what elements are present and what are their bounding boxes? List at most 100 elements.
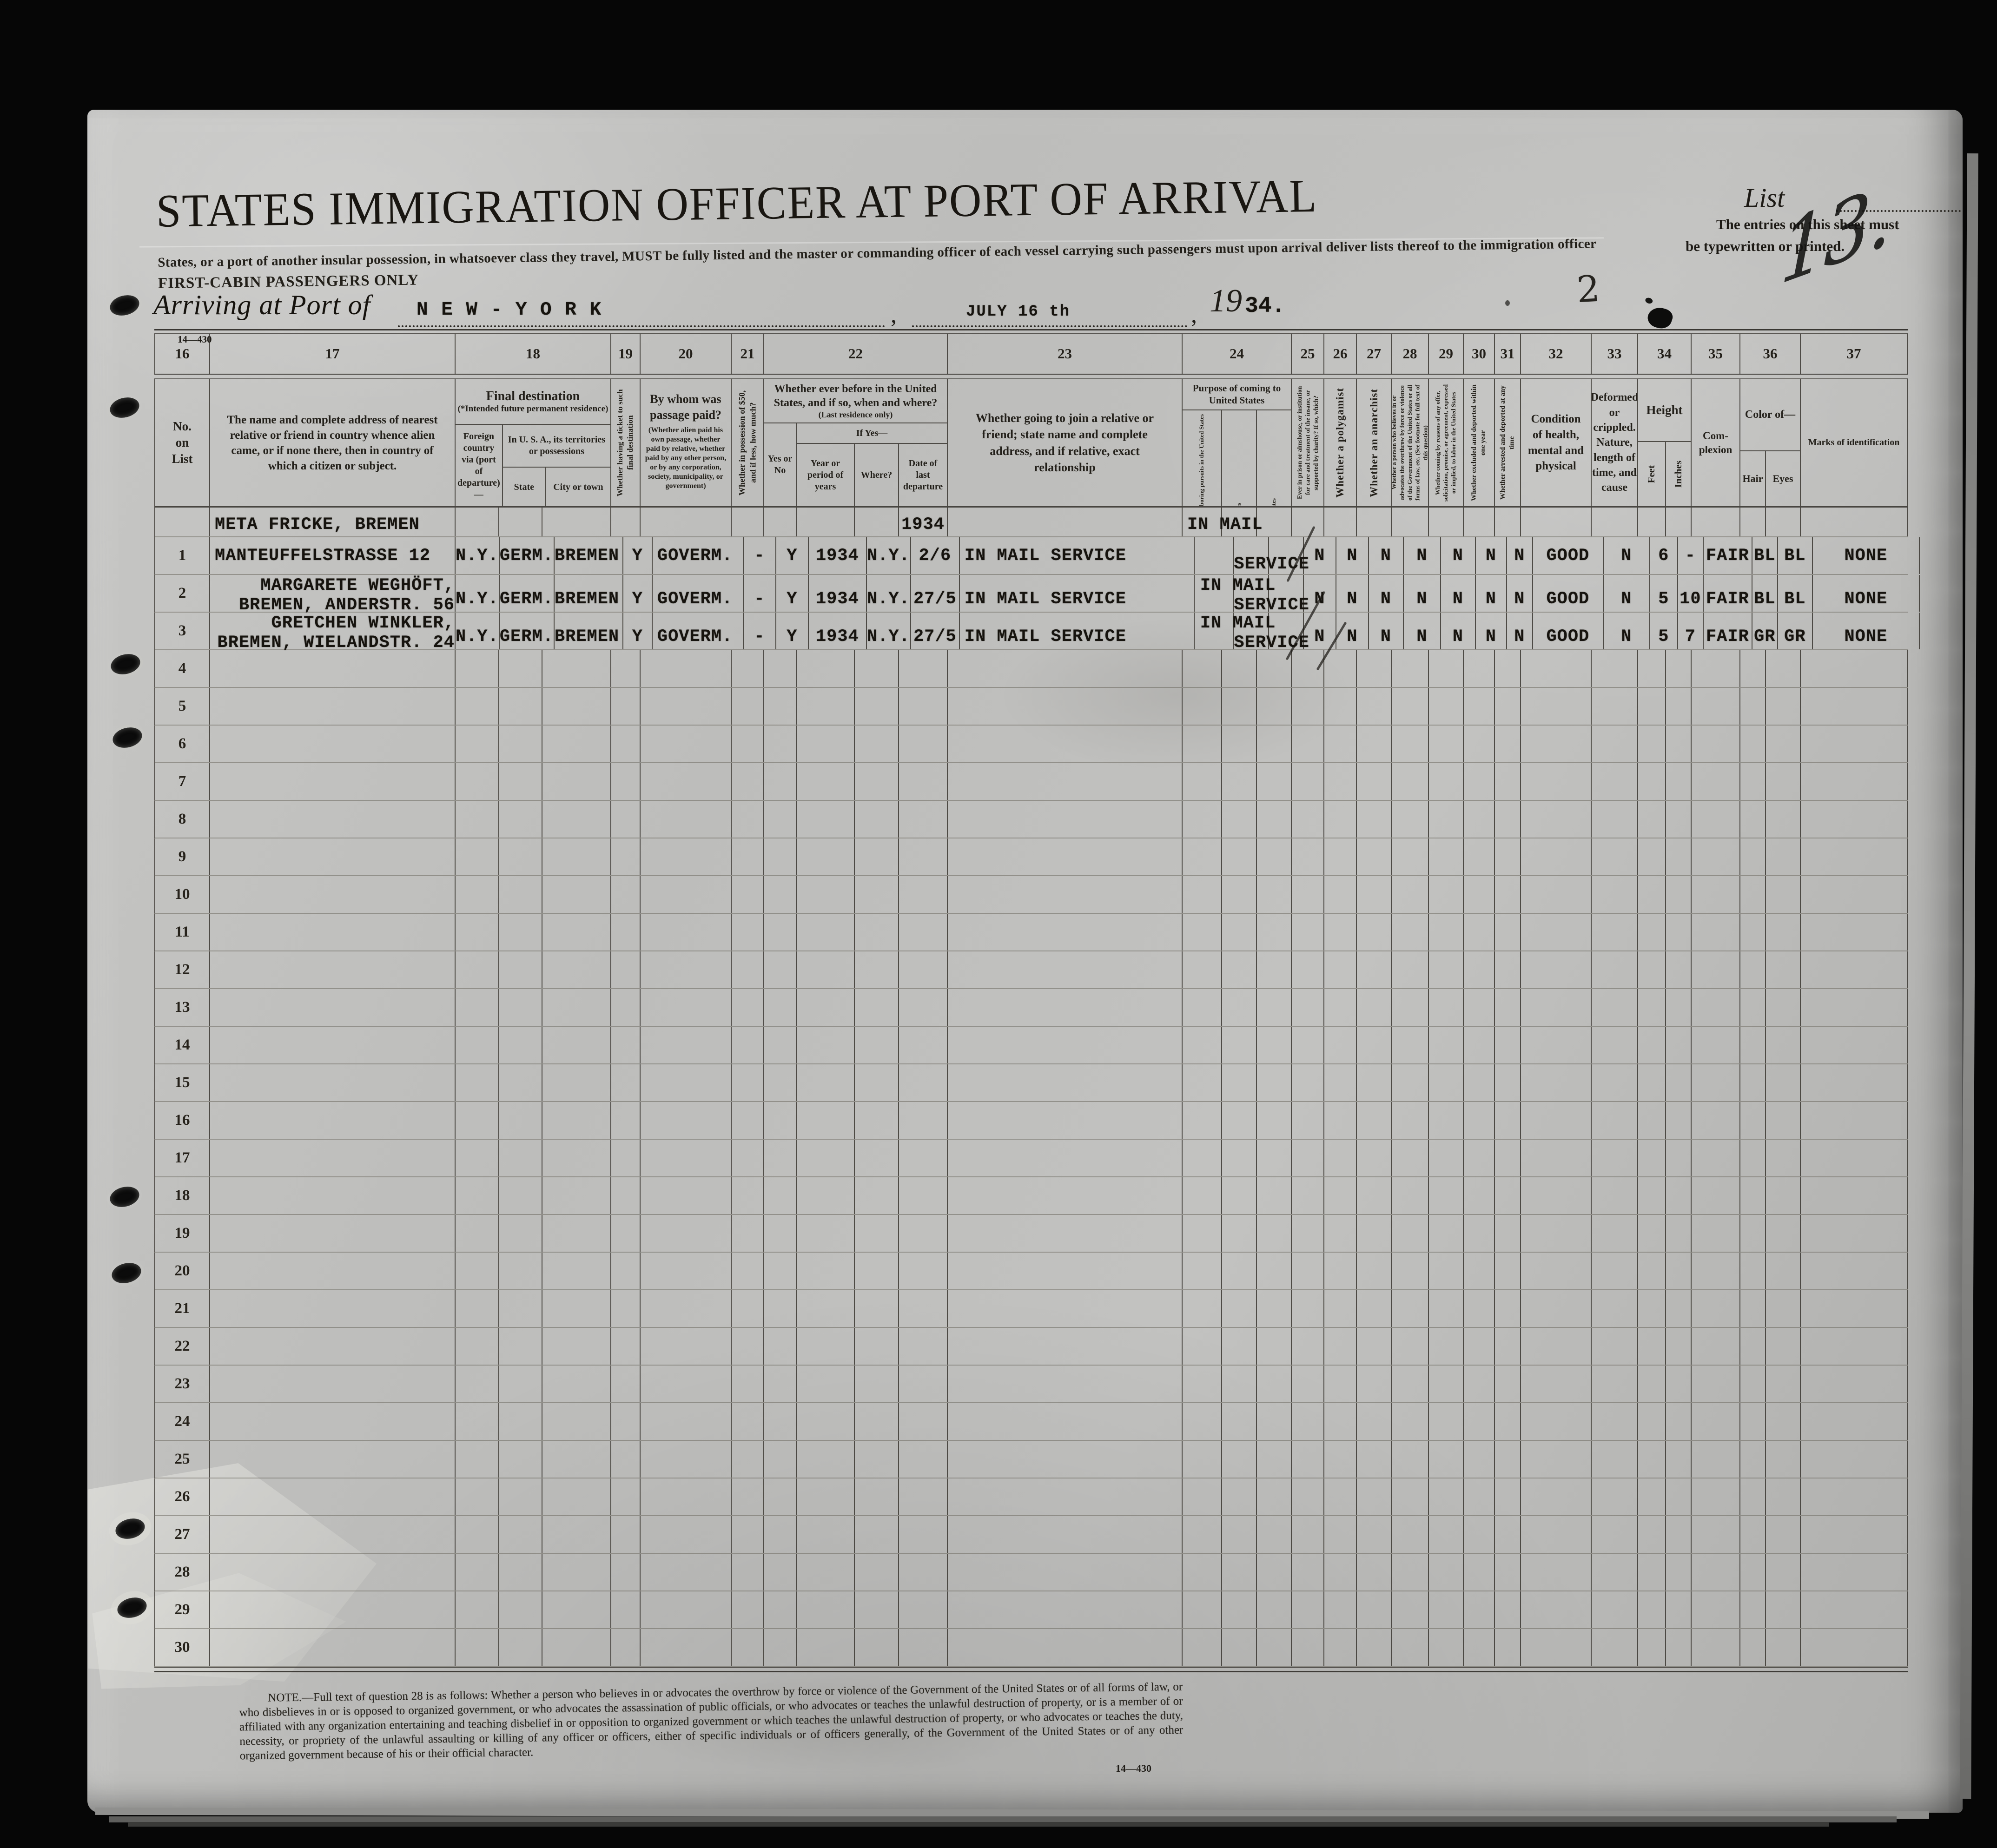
empty-cell (1495, 1516, 1521, 1553)
column-number-29: 29 (1429, 334, 1464, 374)
empty-cell (1740, 1102, 1766, 1139)
empty-cell (764, 1328, 797, 1365)
empty-cell (1666, 1177, 1692, 1214)
empty-cell (1464, 1403, 1495, 1440)
empty-cell (1464, 1478, 1495, 1515)
cell-excluded: N (1476, 575, 1507, 612)
empty-cell (210, 1441, 456, 1478)
empty-cell (1666, 1140, 1692, 1176)
cell-fifty: - (744, 613, 776, 649)
empty-cell (499, 688, 542, 725)
empty-cell (1183, 1516, 1222, 1553)
empty-cell (948, 1290, 1183, 1327)
row-number: 16 (155, 1102, 210, 1139)
empty-cell (1495, 1366, 1521, 1402)
empty-cell (1392, 1140, 1429, 1176)
empty-cell (210, 1591, 456, 1628)
empty-cell (948, 1403, 1183, 1440)
empty-cell (1638, 1441, 1666, 1478)
empty-cell (641, 763, 732, 800)
empty-cell (1183, 1290, 1222, 1327)
empty-cell (1464, 1102, 1495, 1139)
empty-cell (1740, 1177, 1766, 1214)
empty-cell (611, 838, 641, 875)
empty-cell (1740, 688, 1766, 725)
empty-cell (1222, 1591, 1257, 1628)
empty-cell (542, 508, 611, 536)
empty-cell (1740, 1215, 1766, 1252)
empty-cell (1740, 989, 1766, 1026)
empty-cell (1464, 1177, 1495, 1214)
empty-cell (1429, 508, 1464, 536)
empty-cell (732, 951, 764, 988)
cell-arrested: N (1507, 575, 1533, 612)
empty-cell (1183, 650, 1222, 687)
empty-cell (456, 1027, 499, 1063)
empty-cell (1183, 1027, 1222, 1063)
empty-cell (1666, 951, 1692, 988)
empty-cell (948, 801, 1183, 838)
cell-complexion: FAIR (1704, 575, 1752, 612)
column-number-34: 34 (1638, 334, 1692, 374)
empty-cell (1392, 1290, 1429, 1327)
empty-cell (1392, 1591, 1429, 1628)
cell-prison: N (1304, 613, 1336, 649)
empty-cell (797, 1177, 855, 1214)
empty-cell (641, 1516, 732, 1553)
footer-note: NOTE.—Full text of question 28 is as fol… (239, 1680, 1184, 1762)
cell-where: N.Y. (867, 613, 911, 649)
empty-cell (1592, 951, 1638, 988)
empty-cell (1222, 1554, 1257, 1591)
empty-cell (1357, 1403, 1392, 1440)
empty-cell (1766, 1253, 1801, 1289)
empty-cell (1495, 650, 1521, 687)
empty-cell (1392, 1478, 1429, 1515)
empty-cell (1495, 1064, 1521, 1101)
empty-cell (1692, 1516, 1740, 1553)
empty-cell (1222, 650, 1257, 687)
cell-ever-before: Y (776, 613, 809, 649)
empty-cell (1257, 1027, 1292, 1063)
empty-cell (855, 801, 899, 838)
empty-cell (210, 1064, 456, 1101)
empty-cell (948, 688, 1183, 725)
empty-cell (1692, 1253, 1740, 1289)
empty-cell (210, 1328, 456, 1365)
empty-cell (899, 1403, 948, 1440)
empty-cell (1392, 914, 1429, 950)
table-row: 3 GRETCHEN WINKLER, BREMEN, WIELANDSTR. 2… (154, 613, 1920, 653)
empty-cell (1464, 876, 1495, 913)
empty-cell (797, 1441, 855, 1478)
empty-cell (1257, 801, 1292, 838)
empty-cell (764, 951, 797, 988)
row-number: 14 (155, 1027, 210, 1063)
column-number-19: 19 (611, 334, 641, 374)
empty-cell (1666, 1027, 1692, 1063)
empty-cell (641, 1064, 732, 1101)
empty-cell (1257, 1554, 1292, 1591)
empty-cell (764, 1253, 797, 1289)
empty-cell (1766, 1290, 1801, 1327)
empty-cell (210, 1177, 456, 1214)
empty-cell (1222, 1516, 1257, 1553)
empty-cell (542, 1290, 611, 1327)
empty-cell (1766, 1102, 1801, 1139)
empty-cell (1521, 1366, 1592, 1402)
empty-cell (641, 876, 732, 913)
empty-cell (1592, 1253, 1638, 1289)
empty-cell (1521, 1140, 1592, 1176)
empty-cell (542, 688, 611, 725)
empty-cell (611, 1366, 641, 1402)
empty-cell (499, 1328, 542, 1365)
empty-cell (611, 1215, 641, 1252)
empty-cell (948, 1215, 1183, 1252)
cell-ticket: Y (623, 537, 653, 574)
empty-cell (210, 688, 456, 725)
empty-cell (1801, 1064, 1908, 1101)
empty-cell (1766, 989, 1801, 1026)
comma: , (1191, 302, 1197, 328)
header-purpose-title: Purpose of coming to United States (1192, 383, 1281, 406)
empty-cell (1521, 1403, 1592, 1440)
empty-cell (1740, 1140, 1766, 1176)
empty-cell (797, 1554, 855, 1591)
